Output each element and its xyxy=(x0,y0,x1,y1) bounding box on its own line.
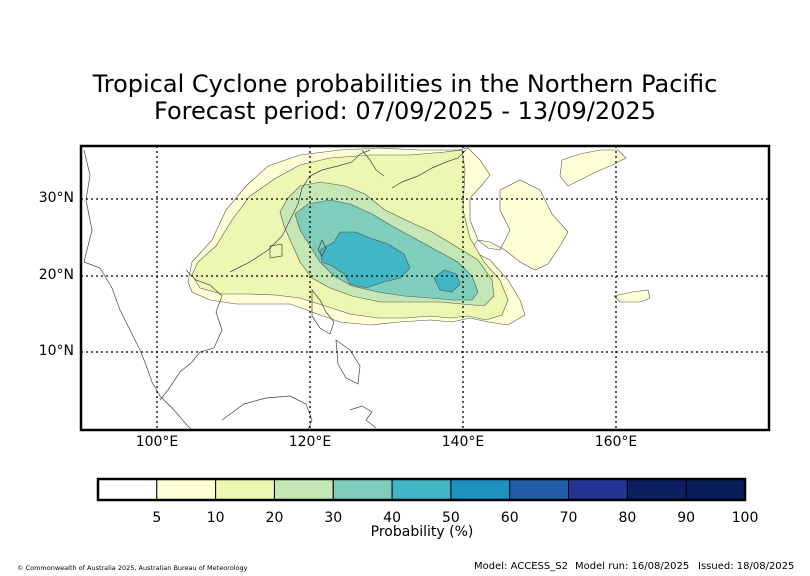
model-name: Model: ACCESS_S2 xyxy=(474,561,568,572)
contour-5pct-north xyxy=(559,149,627,187)
coast-asia-mainland xyxy=(83,149,193,430)
colorbar-tick-label: 40 xyxy=(383,510,401,526)
colorbar-tick-label: 30 xyxy=(324,510,343,526)
coastlines xyxy=(83,149,467,430)
title-line-2: Forecast period: 07/09/2025 - 13/09/2025 xyxy=(154,97,656,125)
lon-label-120e: 120°E xyxy=(288,434,332,450)
colorbar-tick-label: 5 xyxy=(152,510,162,526)
colorbar-swatch xyxy=(156,478,217,501)
colorbar-swatch xyxy=(626,478,687,501)
colorbar-tick-label: 10 xyxy=(206,510,225,526)
colorbar-title: Probability (%) xyxy=(370,524,474,540)
colorbar-swatch xyxy=(568,478,628,501)
coast-indochina xyxy=(159,269,223,401)
colorbar-swatch xyxy=(97,478,158,501)
colorbar-tick-label: 20 xyxy=(265,510,284,526)
colorbar-swatch xyxy=(685,478,746,501)
coast-korea xyxy=(361,149,385,177)
colorbar-swatch xyxy=(215,478,275,501)
coast-philippines-south xyxy=(335,339,361,385)
coast-luzon xyxy=(311,289,335,335)
colorbar-frame xyxy=(96,477,747,502)
model-run-date: Model run: 16/08/2025 xyxy=(575,561,690,572)
lat-label-10n: 10°N xyxy=(38,343,74,359)
contour-40pct xyxy=(319,231,411,289)
coast-taiwan xyxy=(317,239,327,257)
issued-date: Issued: 18/08/2025 xyxy=(698,561,795,572)
map-content xyxy=(81,146,769,430)
coast-china xyxy=(229,149,371,273)
colorbar-swatch xyxy=(391,478,452,501)
colorbar-tick-label: 80 xyxy=(618,510,637,526)
copyright-notice: © Commonwealth of Australia 2025, Austra… xyxy=(17,564,248,572)
title-line-1: Tropical Cyclone probabilities in the No… xyxy=(92,70,718,98)
colorbar-swatch xyxy=(273,478,334,501)
map-frame xyxy=(79,144,771,432)
colorbar-swatch xyxy=(450,478,511,501)
lon-label-140e: 140°E xyxy=(441,434,485,450)
coast-sulawesi xyxy=(349,405,377,429)
lon-label-100e: 100°E xyxy=(135,434,179,450)
lat-label-20n: 20°N xyxy=(38,267,74,283)
colorbar xyxy=(96,477,747,502)
colorbar-tick-label: 60 xyxy=(500,510,519,526)
colorbar-tick-label: 70 xyxy=(559,510,578,526)
contour-5pct-east xyxy=(613,289,651,303)
coast-borneo xyxy=(221,395,313,430)
lon-label-160e: 160°E xyxy=(594,434,638,450)
colorbar-swatch xyxy=(332,478,393,501)
coast-japan xyxy=(391,149,467,189)
colorbar-tick-label: 100 xyxy=(731,510,759,526)
gridlines xyxy=(81,146,769,430)
coast-hainan xyxy=(269,243,283,259)
contour-40pct-east xyxy=(433,269,461,293)
lat-label-30n: 30°N xyxy=(38,190,74,206)
colorbar-swatch xyxy=(509,478,570,501)
colorbar-tick-label: 90 xyxy=(677,510,696,526)
colorbar-tick-label: 50 xyxy=(441,510,460,526)
